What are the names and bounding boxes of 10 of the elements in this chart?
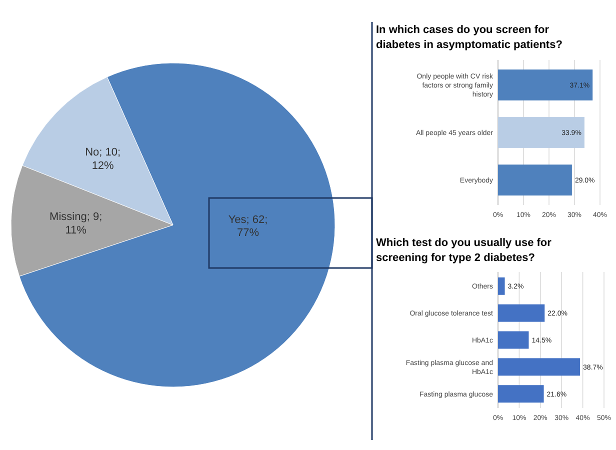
bar — [498, 331, 529, 349]
slice-label: No; 10; 12% — [85, 146, 121, 172]
slice-label: Yes; 62; 77% — [228, 214, 268, 239]
bar — [498, 385, 544, 403]
slice-label: Missing; 9; 11% — [50, 211, 102, 236]
bar — [498, 358, 580, 376]
chart-title: Which test do you usually use for screening for type 2 diabetes? — [376, 237, 552, 264]
bar — [498, 304, 545, 322]
bar — [498, 277, 505, 295]
chart-title: In which cases do you screen for diabetes in asymptomatic patients? — [376, 24, 563, 51]
